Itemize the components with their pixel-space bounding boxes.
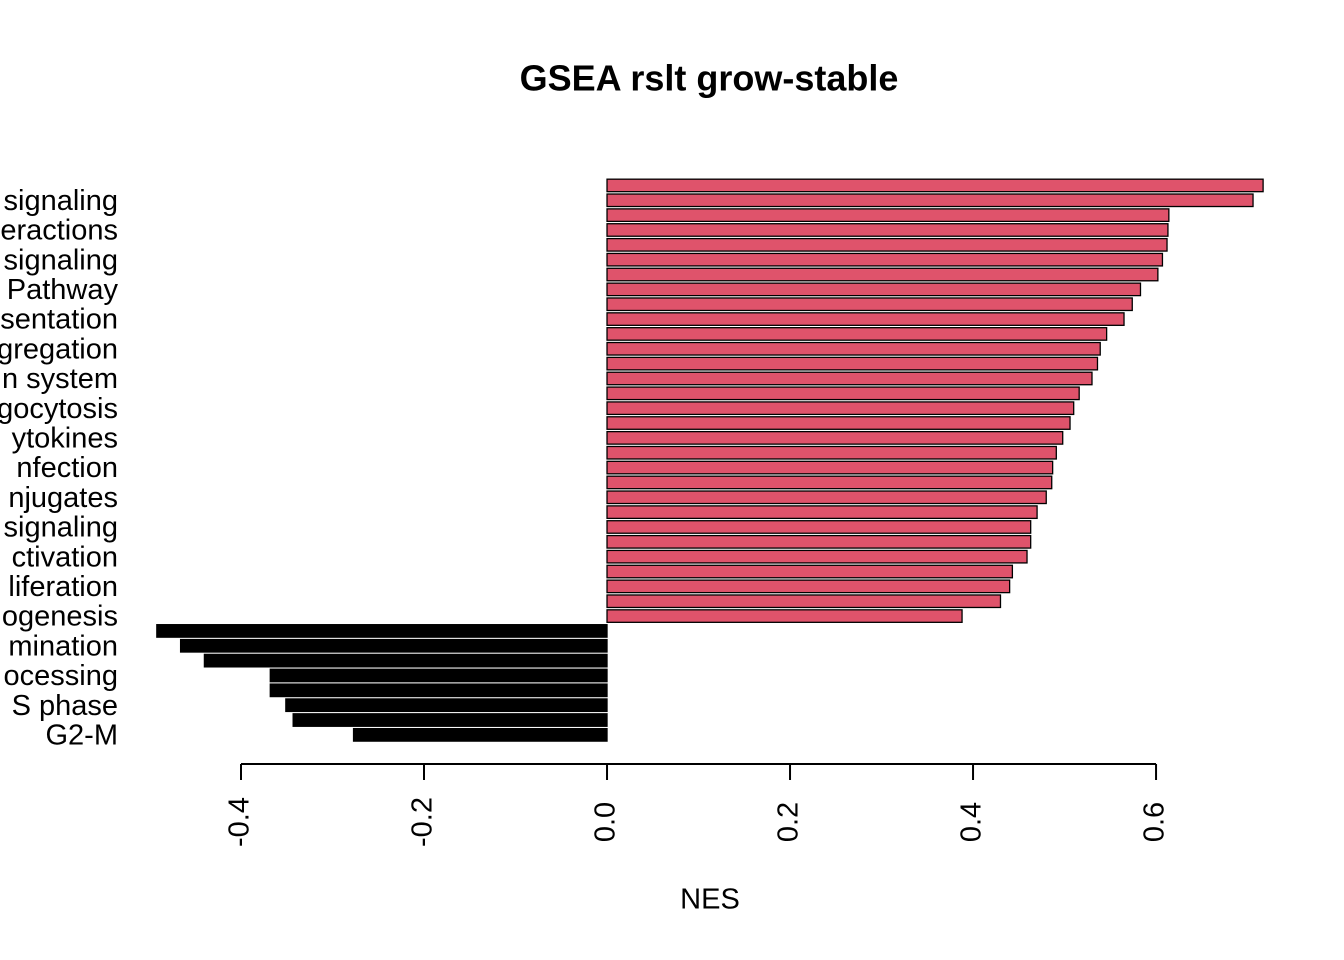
bar <box>606 520 1032 534</box>
x-tick-label: 0.4 <box>956 802 988 842</box>
y-tick-label: eractions <box>0 215 118 247</box>
x-axis-label: NES <box>680 884 740 916</box>
bar <box>606 297 1133 312</box>
x-tick-label: 0.0 <box>590 802 622 842</box>
y-tick-label: S phase <box>12 690 118 722</box>
y-tick-label: signaling <box>4 512 118 544</box>
x-tick-label: 0.2 <box>773 802 805 842</box>
bar <box>269 683 608 698</box>
y-tick-label: sentation <box>0 304 118 336</box>
bar <box>352 727 608 742</box>
y-tick-label: ogenesis <box>2 601 118 633</box>
bar <box>606 386 1080 401</box>
y-tick-label: signaling <box>4 185 118 217</box>
bar <box>606 416 1071 430</box>
bar <box>606 549 1028 564</box>
bar <box>269 668 608 683</box>
bar <box>285 698 608 713</box>
bar <box>606 490 1047 505</box>
bar <box>606 579 1011 594</box>
bar <box>606 609 963 623</box>
bar <box>606 505 1038 520</box>
x-tick-label: 0.6 <box>1139 802 1171 842</box>
bar <box>156 624 608 638</box>
y-tick-label: gocytosis <box>0 393 118 425</box>
bar <box>606 312 1125 326</box>
bar <box>606 341 1101 356</box>
y-tick-label: ctivation <box>12 541 118 573</box>
bar <box>606 475 1053 490</box>
bar <box>606 327 1108 341</box>
bar <box>606 356 1099 371</box>
y-tick-label: gregation <box>0 333 118 365</box>
bar <box>606 460 1054 475</box>
y-tick-label: ocessing <box>4 660 118 692</box>
bar <box>606 371 1093 386</box>
bar <box>606 178 1264 193</box>
bar <box>606 223 1169 237</box>
bar <box>606 401 1075 416</box>
bar <box>606 208 1170 223</box>
y-tick-label: G2-M <box>46 720 119 752</box>
y-tick-label: signaling <box>4 244 118 276</box>
bar <box>179 638 608 653</box>
chart-title: GSEA rslt grow-stable <box>520 58 899 99</box>
y-tick-label: njugates <box>8 482 118 514</box>
bar <box>606 282 1142 297</box>
bar <box>606 193 1254 208</box>
y-tick-label: ytokines <box>12 423 118 455</box>
x-tick-label: -0.4 <box>224 797 256 847</box>
bar <box>606 252 1164 267</box>
bar <box>606 237 1168 252</box>
y-tick-label: nfection <box>16 452 118 484</box>
bar <box>606 534 1032 549</box>
y-tick-label: liferation <box>8 571 118 603</box>
bar <box>606 594 1002 609</box>
bar <box>606 445 1057 460</box>
bar <box>606 564 1014 579</box>
bar <box>203 653 608 668</box>
bar <box>606 267 1159 282</box>
x-tick-label: -0.2 <box>407 797 439 847</box>
bar <box>292 713 608 727</box>
bar <box>606 430 1064 445</box>
y-tick-label: mination <box>8 630 118 662</box>
y-tick-label: n system <box>2 363 118 395</box>
y-tick-label: Pathway <box>7 274 119 306</box>
